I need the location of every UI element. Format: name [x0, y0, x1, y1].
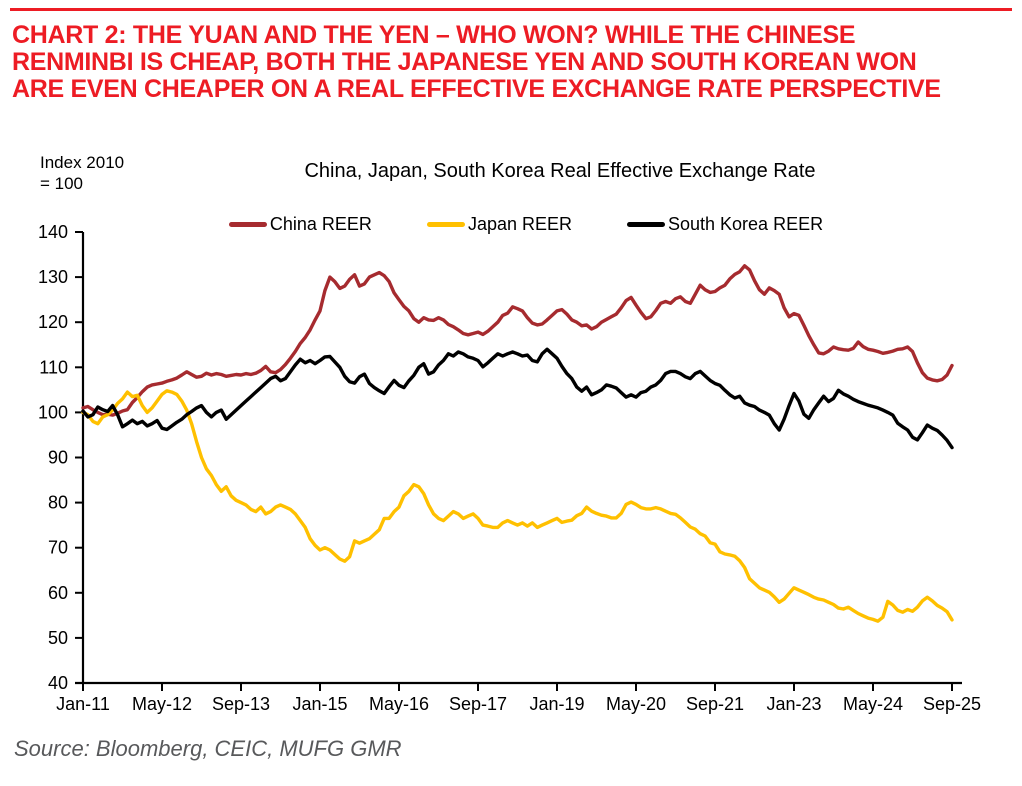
- south-korea-line-swatch: [627, 222, 665, 227]
- japan-line-swatch: [426, 222, 465, 227]
- x-tick-label: Sep-17: [449, 694, 507, 714]
- y-tick-label: 50: [48, 628, 68, 648]
- chart-headline: CHART 2: THE YUAN AND THE YEN – WHO WON?…: [12, 22, 1020, 103]
- headline-line-1: CHART 2: THE YUAN AND THE YEN – WHO WON?…: [12, 21, 856, 49]
- y-tick-label: 100: [38, 402, 68, 422]
- y-axis-unit-note-line-2: = 100: [40, 174, 84, 193]
- y-axis-unit-note: Index 2010 = 100: [40, 152, 124, 194]
- x-tick-label: May-20: [606, 694, 666, 714]
- x-tick-label: Jan-23: [766, 694, 821, 714]
- header-rule: [10, 8, 1012, 11]
- legend-item-japan: Japan REER: [426, 214, 572, 235]
- y-tick-label: 130: [38, 267, 68, 287]
- headline-line-2: RENMINBI IS CHEAP, BOTH THE JAPANESE YEN…: [12, 48, 917, 76]
- y-tick-label: 80: [48, 493, 68, 513]
- y-tick-label: 140: [38, 222, 68, 242]
- china-line-swatch: [228, 222, 267, 227]
- legend-label-japan: Japan REER: [467, 214, 572, 234]
- legend-label-china: China REER: [269, 214, 372, 234]
- x-tick-label: Jan-19: [529, 694, 584, 714]
- x-tick-label: Jan-11: [56, 694, 110, 714]
- y-tick-label: 120: [38, 312, 68, 332]
- japan-reer-line: [81, 389, 954, 623]
- axes: [75, 232, 962, 685]
- headline-line-3: ARE EVEN CHEAPER ON A REAL EFFECTIVE EXC…: [12, 75, 941, 103]
- x-tick-label: Sep-21: [686, 694, 744, 714]
- x-tick-label: Jan-15: [292, 694, 347, 714]
- legend-item-south-korea: South Korea REER: [627, 214, 823, 235]
- x-tick-label: May-16: [369, 694, 429, 714]
- x-tick-label: May-24: [843, 694, 903, 714]
- chart-title: China, Japan, South Korea Real Effective…: [304, 160, 816, 182]
- y-axis-unit-note-line-1: Index 2010: [40, 153, 125, 172]
- y-tick-label: 110: [39, 357, 68, 377]
- legend-label-south-korea: South Korea REER: [668, 214, 824, 234]
- china-reer-line: [81, 264, 954, 417]
- x-tick-label: Sep-13: [212, 694, 270, 714]
- y-tick-label: 60: [48, 583, 68, 603]
- x-tick-label: May-12: [132, 694, 192, 714]
- legend-item-china: China REER: [228, 214, 372, 235]
- chart-legend: China REER Japan REER South Korea REER: [30, 214, 1022, 235]
- x-tick-label: Sep-25: [923, 694, 981, 714]
- y-tick-label: 90: [48, 448, 68, 468]
- y-tick-label: 70: [48, 538, 68, 558]
- south-korea-reer-line: [81, 347, 954, 450]
- source-note: Source: Bloomberg, CEIC, MUFG GMR: [14, 736, 402, 761]
- y-tick-label: 40: [48, 673, 68, 693]
